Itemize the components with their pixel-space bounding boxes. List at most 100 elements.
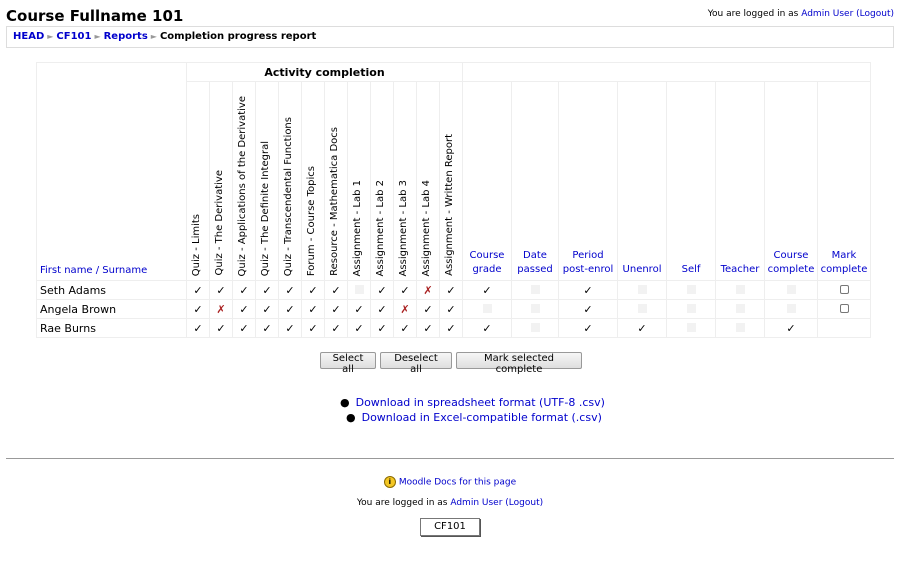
status-cell: ✓: [301, 299, 325, 319]
activity-column-label: Forum - Course Topics: [306, 165, 317, 276]
criteria-header-line1[interactable]: Course: [469, 250, 505, 261]
status-cell: ✓: [439, 318, 463, 338]
breadcrumb-course[interactable]: CF101: [56, 31, 92, 42]
completed-check-icon: ✓: [583, 302, 593, 316]
status-cell: [715, 299, 765, 319]
criteria-header-line1[interactable]: Course: [773, 250, 809, 261]
download-item: ● Download in spreadsheet format (UTF-8 .…: [340, 396, 605, 409]
moodle-docs-link[interactable]: Moodle Docs for this page: [398, 477, 517, 488]
status-cell: ✓: [278, 318, 302, 338]
completed-check-icon: ✓: [285, 321, 295, 335]
status-cell: [715, 318, 765, 338]
breadcrumb-reports[interactable]: Reports: [103, 31, 148, 42]
status-cell: ✓: [393, 318, 417, 338]
criteria-header-line2[interactable]: passed: [517, 264, 553, 275]
completed-check-icon: ✓: [423, 321, 433, 335]
incomplete-icon: [637, 303, 647, 313]
completed-check-icon: ✓: [193, 302, 203, 316]
user-link-bottom[interactable]: Admin User: [450, 498, 503, 508]
table-row: Rae Burns ✓ ✓ ✓ ✓ ✓ ✓ ✓ ✓ ✓ ✓ ✓ ✓ ✓ ✓ ✓ ✓: [36, 318, 871, 338]
criteria-column-header: Self: [666, 81, 716, 281]
completed-check-icon: ✓: [377, 283, 387, 297]
download-item: ● Download in Excel-compatible format (.c…: [346, 411, 602, 424]
bullet-icon: ●: [346, 411, 356, 424]
criteria-group-spacer: [462, 62, 871, 82]
status-cell: ✓: [255, 280, 279, 300]
status-cell: ✓: [393, 280, 417, 300]
activity-column-header: Assignment - Lab 3: [393, 81, 417, 281]
course-home-button[interactable]: CF101: [420, 518, 480, 536]
status-cell: ✓: [347, 299, 371, 319]
deselect-all-button[interactable]: Deselect all: [380, 352, 452, 375]
status-cell: ✓: [209, 280, 233, 300]
criteria-column-header: Teacher: [715, 81, 765, 281]
name-column-header: First name / Surname: [36, 62, 187, 281]
mark-complete-cell: [817, 280, 871, 300]
incomplete-icon: [735, 303, 745, 313]
criteria-header-line2[interactable]: post-enrol: [562, 264, 614, 275]
criteria-header-line1[interactable]: Date: [523, 250, 547, 261]
status-cell: [617, 299, 667, 319]
completed-check-icon: ✓: [583, 283, 593, 297]
help-icon: i: [383, 476, 396, 488]
status-cell: ✓: [416, 299, 440, 319]
failed-cross-icon: ✗: [400, 302, 410, 316]
status-cell: ✓: [558, 280, 618, 300]
completed-check-icon: ✓: [446, 283, 456, 297]
table-body: Seth Adams ✓ ✓ ✓ ✓ ✓ ✓ ✓ ✓ ✓ ✗ ✓ ✓ ✓ Angela Brown ✓ ✗ ✓ ✓ ✓…: [36, 280, 871, 338]
mark-complete-checkbox[interactable]: [839, 284, 849, 294]
criteria-header-line1[interactable]: Period: [572, 250, 604, 261]
incomplete-icon: [530, 284, 540, 294]
status-cell: ✗: [416, 280, 440, 300]
mark-complete-checkbox[interactable]: [839, 303, 849, 313]
logout-link-bottom[interactable]: (Logout): [505, 498, 544, 508]
status-cell: [666, 299, 716, 319]
criteria-header-line2[interactable]: complete: [767, 264, 815, 275]
status-cell: ✓: [764, 318, 818, 338]
failed-cross-icon: ✗: [423, 283, 433, 297]
activity-column-header: Assignment - Lab 4: [416, 81, 440, 281]
criteria-header-line1[interactable]: Mark: [831, 250, 857, 261]
breadcrumb-separator-icon: ►: [150, 32, 157, 41]
criteria-header-line2[interactable]: Teacher: [720, 264, 760, 275]
download-csv-utf8-link[interactable]: Download in spreadsheet format (UTF-8 .c…: [355, 396, 605, 409]
download-csv-excel-link[interactable]: Download in Excel-compatible format (.cs…: [361, 411, 602, 424]
sort-name-link[interactable]: First name / Surname: [40, 265, 148, 276]
breadcrumb-separator-icon: ►: [94, 32, 101, 41]
status-cell: ✓: [558, 318, 618, 338]
criteria-header-line2[interactable]: Unenrol: [622, 264, 662, 275]
criteria-column-header: Date passed: [511, 81, 559, 281]
completed-check-icon: ✓: [446, 321, 456, 335]
completed-check-icon: ✓: [193, 283, 203, 297]
criteria-header-line2[interactable]: complete: [820, 264, 868, 275]
incomplete-icon: [686, 322, 696, 332]
completed-check-icon: ✓: [377, 321, 387, 335]
logout-link-top[interactable]: (Logout): [856, 9, 894, 19]
activity-column-label: Quiz - Limits: [191, 213, 202, 276]
failed-cross-icon: ✗: [216, 302, 226, 316]
login-prefix: You are logged in as: [356, 498, 451, 508]
completed-check-icon: ✓: [216, 283, 226, 297]
criteria-column-header: Unenrol: [617, 81, 667, 281]
completed-check-icon: ✓: [308, 321, 318, 335]
criteria-column-header: Course complete: [764, 81, 818, 281]
status-cell: [666, 318, 716, 338]
completed-check-icon: ✓: [482, 283, 492, 297]
completed-check-icon: ✓: [331, 302, 341, 316]
bullet-icon: ●: [340, 396, 350, 409]
user-link-top[interactable]: Admin User: [801, 9, 854, 19]
status-cell: ✓: [255, 299, 279, 319]
login-prefix: You are logged in as: [707, 9, 802, 19]
completed-check-icon: ✓: [216, 321, 226, 335]
mark-selected-complete-button[interactable]: Mark selected complete: [456, 352, 582, 375]
criteria-header-line2[interactable]: grade: [472, 264, 502, 275]
activity-column-header: Assignment - Lab 2: [370, 81, 394, 281]
criteria-header-line2[interactable]: Self: [681, 264, 701, 275]
completed-check-icon: ✓: [423, 302, 433, 316]
criteria-column-header: Course grade: [462, 81, 512, 281]
breadcrumb-head[interactable]: HEAD: [13, 31, 45, 42]
activity-column-header: Forum - Course Topics: [301, 81, 325, 281]
status-cell: ✓: [186, 318, 210, 338]
select-all-button[interactable]: Select all: [320, 352, 376, 375]
status-cell: ✓: [186, 299, 210, 319]
